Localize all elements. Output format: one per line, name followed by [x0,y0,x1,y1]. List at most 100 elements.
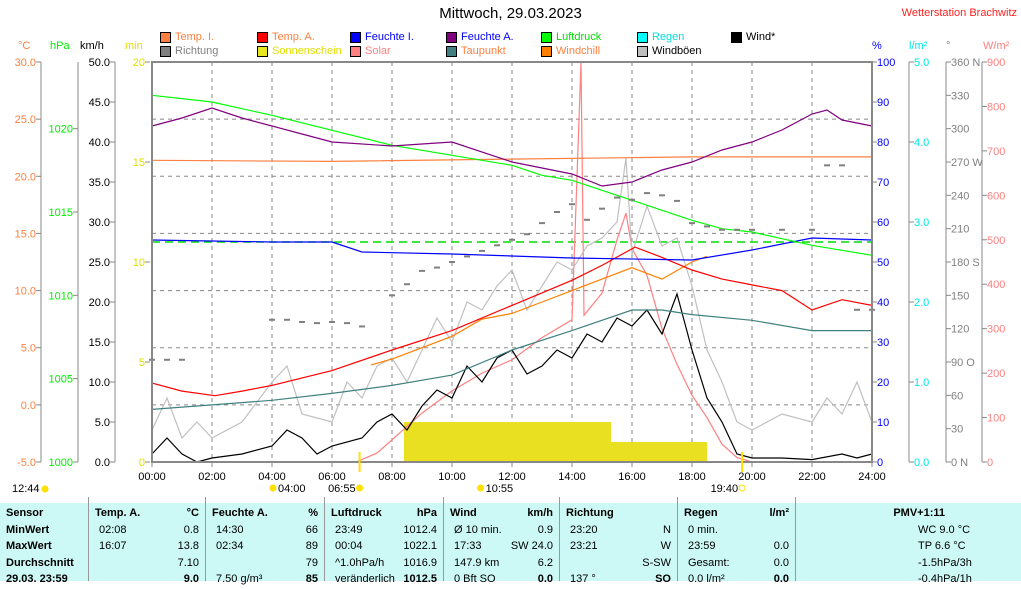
cell-value: 0.0 [773,556,789,569]
axis-tick-label-humidity: 40 [877,297,889,309]
column-temp-a: Temp. A. °C 02:08 0.8 16:07 13.8 7.10 9.0 [89,503,205,585]
axis-tick-label-temp: 20.0 [15,171,36,183]
table-row: 16:07 13.8 [93,540,201,556]
weather-chart: -5.00.05.010.015.020.025.030.01000100510… [12,57,1005,495]
cell-value: 0.0 [537,573,553,585]
axis-tick-label-direction: 180 S [951,257,980,269]
axis-tick-label-sun: 15 [133,157,145,169]
column-luftdruck: Luftdruck hPa 23:49 1012.4 00:04 1022.1 ^1.0hP… [325,503,443,585]
axis-tick-label-solar: 300 [987,324,1005,336]
x-axis-tick-label: 18:00 [678,471,706,483]
axis-tick-label-direction: 120 [951,324,969,336]
sunshine-bar [404,422,611,462]
column-header: Luftdruck [331,507,382,519]
legend-swatch [257,31,268,43]
table-row: 137 ° SO [564,573,673,589]
cell-value: 0.8 [183,523,199,536]
table-row: 17:33 SW 24.0 [448,540,555,556]
axis-tick-label-humidity: 100 [877,57,895,69]
cell-value: 13.8 [177,540,199,552]
axis-tick-label-direction: 90 O [951,357,975,369]
axis-tick-label-rain: 4.0 [914,137,929,149]
cell-value: S-SW [642,556,671,569]
axis-unit-humidity: % [872,40,882,52]
direction-point [644,192,650,195]
axis-tick-label-solar: 500 [987,235,1005,247]
cell-label: 23:21 [570,540,598,552]
direction-point [779,228,785,231]
x-axis-tick-label: 20:00 [738,471,766,483]
direction-point [584,218,590,221]
axis-tick-label-pressure: 1005 [49,374,73,386]
legend-label: Wind* [746,31,776,43]
axis-tick-label-wind: 30.0 [89,217,110,229]
axis-tick-label-direction: 30 [951,424,963,436]
cell-value: 89 [305,540,318,552]
cell-label: 137 ° [570,573,596,585]
cell-label: 23:20 [570,523,598,536]
cell-label: 23:49 [335,523,363,536]
axis-tick-label-humidity: 90 [877,97,889,109]
moonset-icon [269,484,277,492]
cell-value: SO [655,573,671,585]
legend-item: Luftdruck [541,31,601,43]
direction-point [539,222,545,225]
moonrise-icon [477,484,485,492]
axis-tick-label-wind: 20.0 [89,297,110,309]
cell-value: 0.0 [773,573,789,585]
series-line-temp-a [151,246,873,397]
legend-swatch [160,45,171,57]
direction-point [734,228,740,231]
table-row: S-SW [564,557,673,573]
sun-icon [41,485,49,493]
pmv-row: -1.5hPa/3h [918,556,972,569]
legend-label: Temp. A. [272,31,315,43]
legend-swatch [350,31,361,43]
cell-value: 1012.4 [403,523,437,536]
legend-item: Windböen [637,45,702,57]
cell-value: 0.0 [773,540,789,552]
legend-item: Solar [350,45,391,57]
legend-label: Solar [365,45,391,57]
direction-point [434,266,440,269]
axis-tick-label-temp: -5.0 [17,457,36,469]
axis-tick-label-solar: 400 [987,279,1005,291]
column-header: Regen [684,507,718,519]
legend-swatch [541,31,552,43]
cell-value: 1016.9 [403,556,437,569]
direction-point [449,261,455,263]
series-line-solar [152,61,872,463]
axis-tick-label-rain: 3.0 [914,217,929,229]
axis-unit-rain: l/m² [909,40,928,52]
direction-point [854,308,860,311]
astro-time: 06:55 [328,483,356,495]
legend-label: Windchill [556,45,601,57]
axis-tick-label-humidity: 10 [877,417,889,429]
chart-title: Mittwoch, 29.03.2023 [439,5,582,22]
column-richtung: Richtung 23:20 N 23:21 W S-SW 137 ° SO [560,503,677,585]
column-unit: km/h [527,507,553,519]
direction-point [479,249,485,252]
axis-tick-label-wind: 45.0 [89,97,110,109]
table-row: 7.50 g/m³ 85 [210,573,320,589]
legend-swatch [257,45,268,57]
direction-point [179,358,185,361]
pmv-header: PMV+1:11 [893,507,945,519]
column-sensor: Sensor MinWert MaxWert Durchschnitt 29.03. 2… [0,503,88,585]
legend-swatch [446,31,457,43]
direction-point [164,358,170,361]
axis-tick-label-direction: 210 [951,224,969,236]
table-row: 14:30 66 [210,524,320,540]
table-row: Gesamt: 0.0 [682,557,791,573]
direction-point [659,194,665,197]
table-header: Feuchte A.% [210,507,320,523]
series-line-windchill [370,255,708,366]
direction-point [719,228,725,231]
legend-label: Regen [652,31,685,43]
axis-tick-label-rain: 0.0 [914,457,929,469]
column-header: Feuchte A. [212,507,268,519]
table-row: 29.03. 23:59 [6,573,68,585]
cell-label: 7.50 g/m³ [216,573,263,585]
table-row: 23:49 1012.4 [329,524,439,540]
x-axis-tick-label: 08:00 [378,471,406,483]
